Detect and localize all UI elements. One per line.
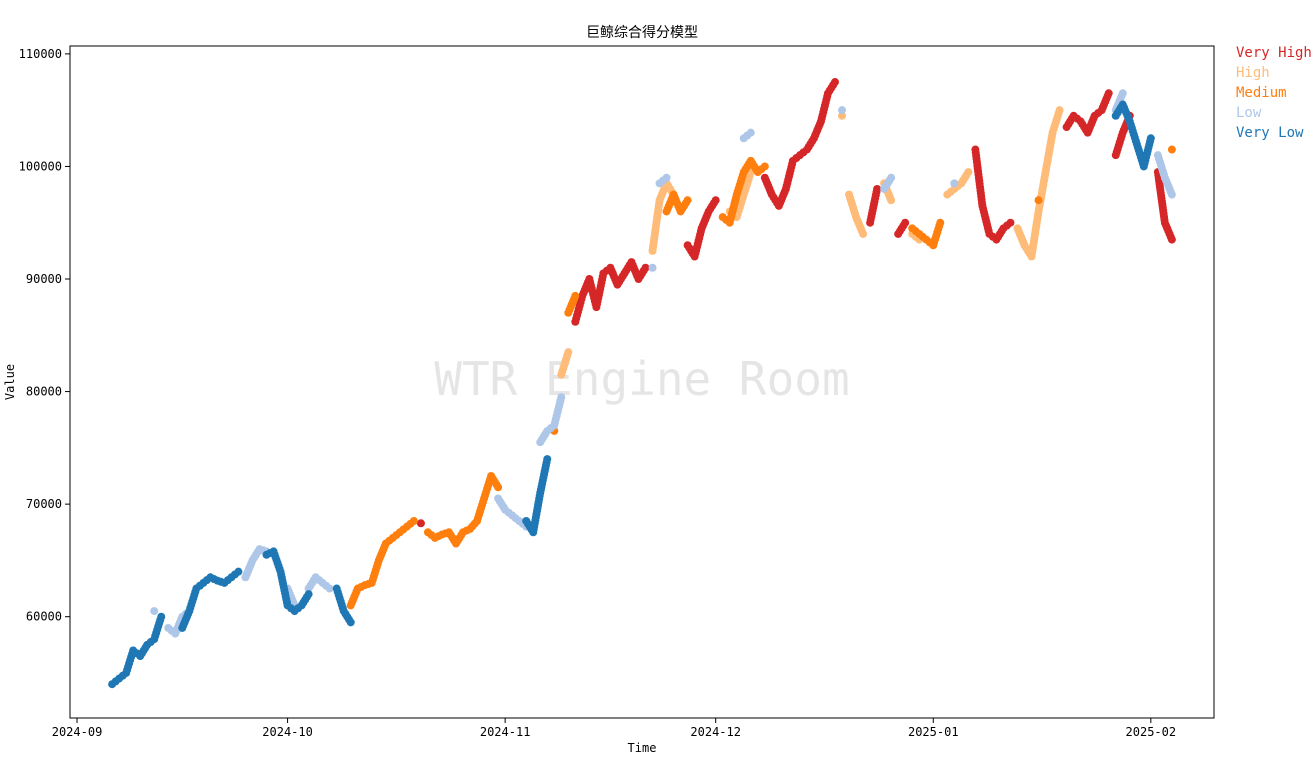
y-tick-label: 110000 xyxy=(19,47,62,61)
data-point xyxy=(1167,190,1176,199)
legend: Very High High Medium Low Very Low xyxy=(1236,45,1312,141)
data-point xyxy=(873,184,882,193)
data-point xyxy=(831,78,840,87)
data-point xyxy=(760,162,769,171)
data-point xyxy=(1118,89,1127,98)
chart-title: 巨鲸综合得分模型 xyxy=(586,24,698,41)
data-point xyxy=(416,519,425,528)
data-point xyxy=(936,218,945,227)
data-point xyxy=(1104,89,1113,98)
series-low xyxy=(150,89,1176,638)
y-tick-label: 60000 xyxy=(26,610,62,624)
data-point xyxy=(950,179,959,188)
data-point xyxy=(901,218,910,227)
y-tick-label: 80000 xyxy=(26,385,62,399)
data-point xyxy=(662,173,671,182)
data-point xyxy=(859,229,868,238)
data-point xyxy=(887,196,896,205)
y-tick-label: 90000 xyxy=(26,272,62,286)
data-point xyxy=(494,483,503,492)
data-point xyxy=(838,111,847,120)
y-axis: 60000 70000 80000 90000 100000 110000 xyxy=(19,47,70,624)
x-tick-label: 2024-09 xyxy=(52,725,103,739)
data-point xyxy=(1006,218,1015,227)
data-point xyxy=(557,393,566,402)
data-point xyxy=(304,590,313,599)
data-point xyxy=(346,618,355,627)
x-tick-label: 2024-11 xyxy=(480,725,531,739)
data-point xyxy=(683,196,692,205)
x-tick-label: 2025-01 xyxy=(908,725,959,739)
data-points xyxy=(108,78,1176,689)
data-point xyxy=(1167,235,1176,244)
series-medium xyxy=(346,145,1176,610)
x-axis: 2024-09 2024-10 2024-11 2024-12 2025-01 2025-… xyxy=(52,718,1176,739)
data-point xyxy=(711,196,720,205)
data-point xyxy=(648,263,657,272)
legend-item: Very High xyxy=(1236,45,1312,61)
data-point xyxy=(746,128,755,137)
y-tick-label: 70000 xyxy=(26,497,62,511)
y-axis-label: Value xyxy=(3,364,17,400)
data-point xyxy=(571,291,580,300)
data-point xyxy=(543,455,552,464)
watermark: WTR Engine Room xyxy=(434,352,849,406)
data-point xyxy=(887,173,896,182)
data-point xyxy=(1055,106,1064,115)
data-point xyxy=(838,106,847,115)
x-axis-label: Time xyxy=(628,741,657,755)
data-point xyxy=(964,168,973,177)
data-point xyxy=(1146,134,1155,143)
legend-item: Medium xyxy=(1236,85,1287,101)
plot-frame xyxy=(69,45,1215,719)
legend-item: High xyxy=(1236,65,1270,81)
y-tick-label: 100000 xyxy=(19,159,62,173)
data-point xyxy=(1167,145,1176,154)
x-tick-label: 2024-12 xyxy=(690,725,741,739)
series-very-low xyxy=(108,100,1155,689)
legend-item: Low xyxy=(1236,105,1262,121)
legend-item: Very Low xyxy=(1236,125,1304,141)
data-point xyxy=(564,348,573,357)
x-tick-label: 2025-02 xyxy=(1126,725,1177,739)
data-point xyxy=(150,607,159,616)
data-point xyxy=(234,567,243,576)
data-point xyxy=(1034,196,1043,205)
series-very-high xyxy=(416,78,1176,528)
data-point xyxy=(157,612,166,621)
data-point xyxy=(325,584,334,593)
data-point xyxy=(409,517,418,526)
x-tick-label: 2024-10 xyxy=(262,725,313,739)
data-point xyxy=(641,263,650,272)
